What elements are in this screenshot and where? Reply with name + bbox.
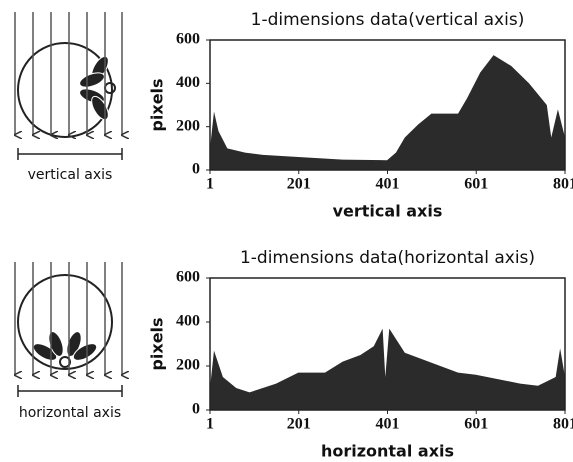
x-tick-label: 1 (206, 176, 214, 193)
x-tick-label: 801 (553, 176, 573, 193)
y-axis-label: pixels (148, 317, 167, 370)
diagram-label: vertical axis (28, 167, 113, 183)
area (210, 55, 565, 170)
y-axis-label: pixels (148, 78, 167, 131)
y-tick-label: 0 (192, 401, 200, 418)
diagram-label: horizontal axis (19, 405, 121, 421)
y-tick-label: 400 (176, 313, 200, 330)
x-tick-label: 801 (553, 416, 573, 433)
y-tick-label: 0 (192, 161, 200, 178)
diagram-horizontal: horizontal axis (15, 262, 122, 421)
x-tick-label: 601 (464, 176, 488, 193)
y-tick-label: 400 (176, 74, 200, 91)
chart-title: 1-dimensions data(vertical axis) (251, 10, 525, 30)
chart-title: 1-dimensions data(horizontal axis) (240, 248, 535, 268)
x-tick-label: 1 (206, 416, 214, 433)
diagram-vertical: vertical axis (15, 12, 122, 183)
x-tick-label: 601 (464, 416, 488, 433)
y-tick-label: 600 (176, 269, 200, 286)
x-tick-label: 201 (287, 416, 311, 433)
x-tick-label: 201 (287, 176, 311, 193)
x-tick-label: 401 (376, 416, 400, 433)
y-tick-label: 200 (176, 357, 200, 374)
x-axis-label: vertical axis (333, 202, 443, 221)
y-tick-label: 600 (176, 31, 200, 48)
x-tick-label: 401 (376, 176, 400, 193)
area (210, 328, 565, 410)
x-axis-label: horizontal axis (321, 442, 454, 461)
y-tick-label: 200 (176, 117, 200, 134)
